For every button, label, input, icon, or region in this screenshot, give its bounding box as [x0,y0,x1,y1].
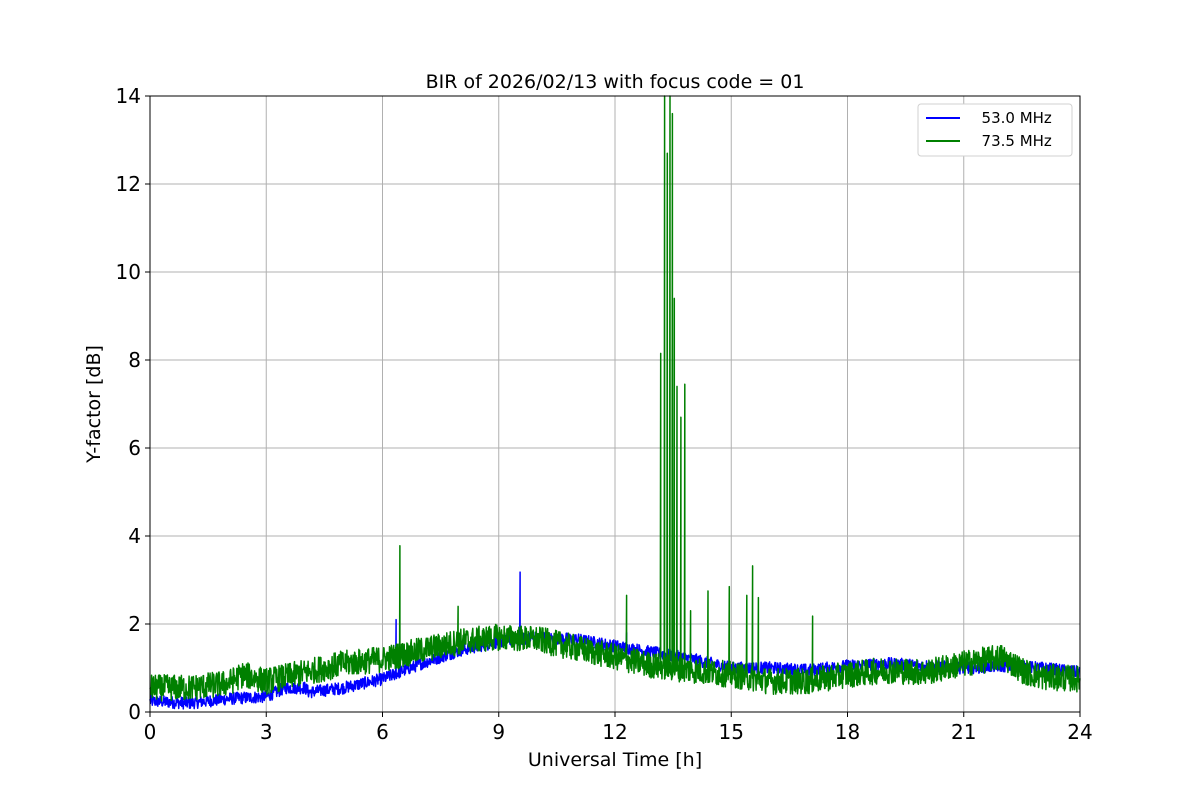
x-tick-label: 12 [602,720,627,744]
y-tick-label: 8 [128,348,141,372]
y-tick-label: 4 [128,524,141,548]
x-tick-label: 15 [719,720,744,744]
chart-title: BIR of 2026/02/13 with focus code = 01 [426,71,805,93]
x-tick-label: 0 [144,720,157,744]
y-tick-label: 6 [128,436,141,460]
x-tick-label: 24 [1067,720,1092,744]
x-tick-label: 9 [492,720,505,744]
series-line-1 [149,95,1081,702]
y-tick-label: 2 [128,612,141,636]
legend-label-73-5-mhz: 73.5 MHz [972,132,1052,150]
legend-label-53-0-mhz: 53.0 MHz [972,109,1052,127]
x-tick-label: 6 [376,720,389,744]
legend: 53.0 MHz 73.5 MHz [917,103,1073,157]
x-tick-label: 18 [835,720,860,744]
x-tick-label: 3 [260,720,273,744]
series-layer [149,95,1081,710]
y-tick-label: 14 [116,84,141,108]
y-tick-label: 12 [116,172,141,196]
y-tick-label: 10 [116,260,141,284]
x-tick-label: 21 [951,720,976,744]
y-tick-label: 0 [128,700,141,724]
x-axis-label: Universal Time [h] [528,749,702,771]
y-axis-label: Y-factor [dB] [83,345,105,464]
